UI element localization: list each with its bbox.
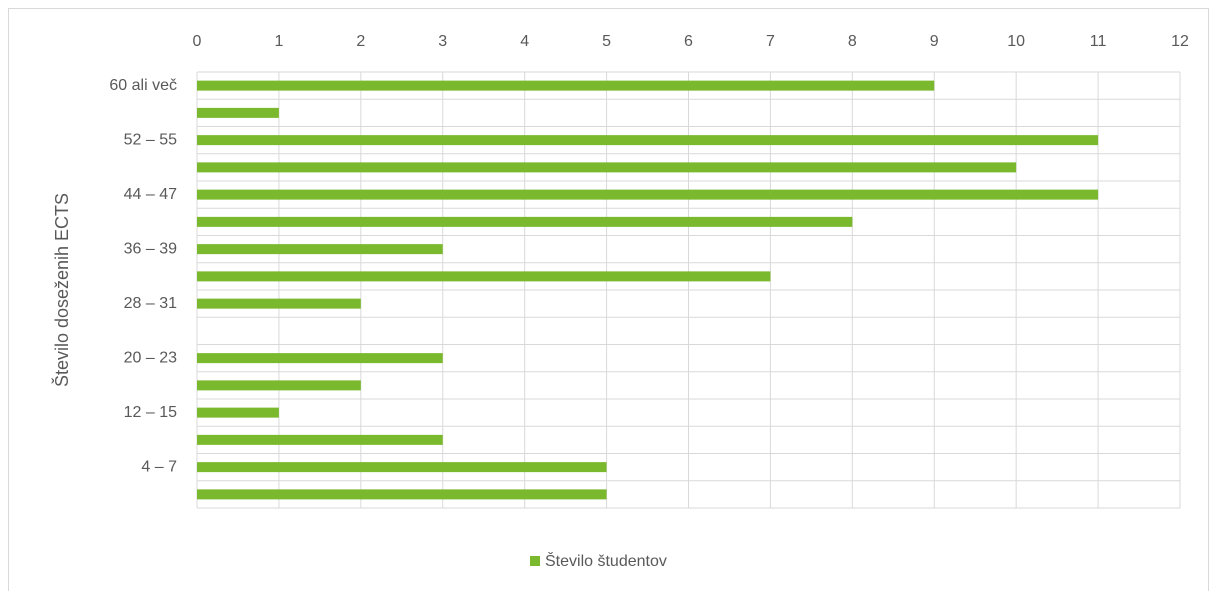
x-tick-label: 4	[520, 33, 529, 50]
bar	[197, 407, 279, 418]
bar	[197, 107, 279, 118]
bar	[197, 80, 935, 91]
y-axis-title: Število doseženih ECTS	[51, 193, 72, 387]
x-tick-label: 11	[1090, 33, 1107, 50]
y-tick-label: 44 – 47	[124, 186, 177, 203]
x-tick-label: 12	[1171, 33, 1189, 50]
bar	[197, 298, 361, 309]
bar	[197, 162, 1017, 173]
bar	[197, 135, 1099, 146]
x-tick-label: 0	[193, 33, 202, 50]
bar	[197, 189, 1099, 200]
bar	[197, 380, 361, 391]
y-tick-label: 4 – 7	[141, 458, 177, 475]
legend-swatch	[530, 556, 540, 566]
y-tick-label: 52 – 55	[124, 131, 177, 148]
chart-border	[8, 8, 1209, 591]
y-tick-label: 12 – 15	[124, 404, 177, 421]
x-tick-label: 5	[602, 33, 611, 50]
y-tick-label: 28 – 31	[124, 295, 177, 312]
x-tick-label: 6	[684, 33, 693, 50]
bar	[197, 462, 607, 473]
bar	[197, 216, 853, 227]
bar	[197, 489, 607, 500]
y-tick-label: 36 – 39	[124, 240, 177, 257]
bar	[197, 353, 443, 364]
x-tick-label: 10	[1007, 33, 1025, 50]
x-tick-label: 2	[356, 33, 365, 50]
y-tick-label: 60 ali več	[109, 77, 177, 94]
x-tick-label: 9	[930, 33, 939, 50]
x-tick-label: 3	[438, 33, 447, 50]
x-tick-label: 1	[274, 33, 283, 50]
bar	[197, 244, 443, 255]
bar	[197, 271, 771, 282]
legend-label: Število študentov	[545, 551, 667, 570]
y-tick-label: 20 – 23	[124, 349, 177, 366]
bar	[197, 434, 443, 445]
x-tick-label: 7	[766, 33, 775, 50]
x-tick-label: 8	[848, 33, 857, 50]
